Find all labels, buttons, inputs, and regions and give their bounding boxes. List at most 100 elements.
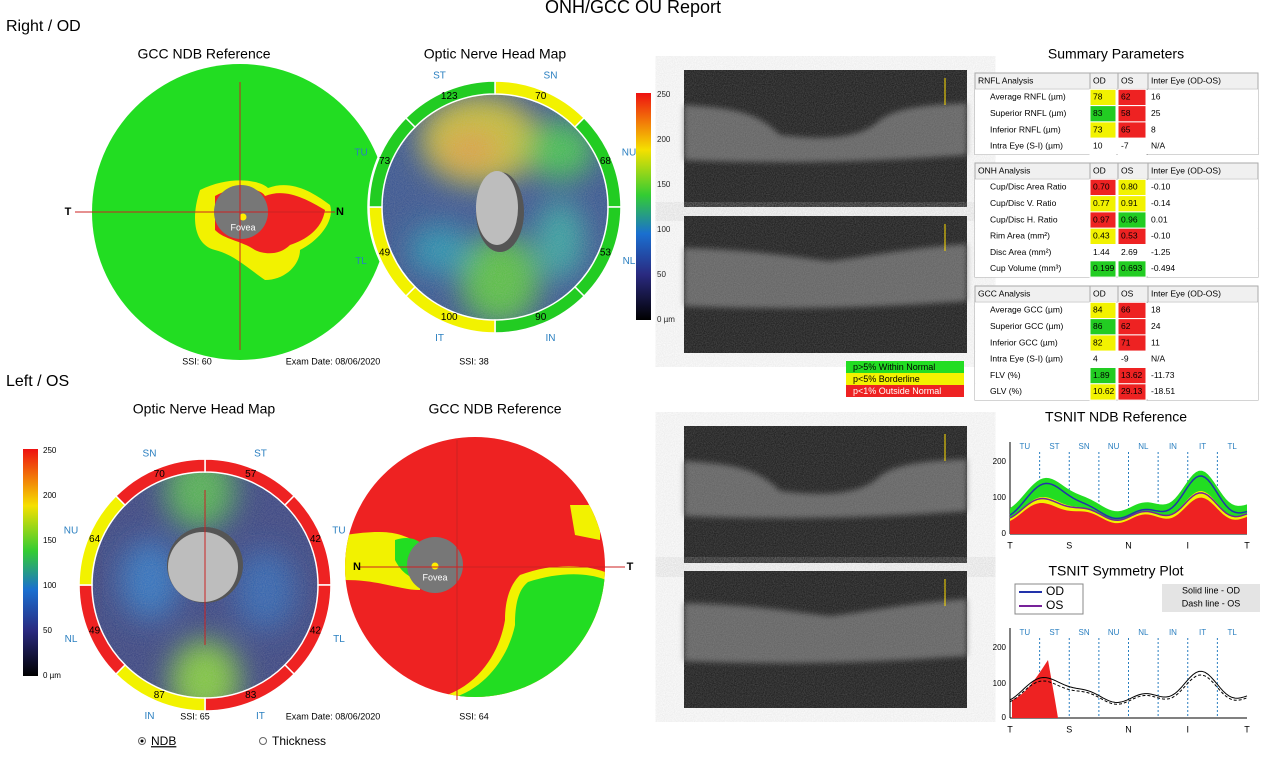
- sector-value: 83: [245, 690, 257, 701]
- cell-text: -11.73: [1151, 370, 1175, 380]
- radio-label[interactable]: Thickness: [272, 734, 326, 748]
- header-text: OD: [1093, 165, 1106, 175]
- cell-text: 11: [1151, 337, 1160, 347]
- cell: [1117, 383, 1147, 401]
- cell: [1117, 137, 1147, 155]
- cell: [1148, 383, 1258, 401]
- x-label: T: [1007, 724, 1013, 734]
- cell: [1148, 138, 1258, 155]
- cell-text: 0.43: [1093, 231, 1110, 241]
- sector-name: IN: [145, 711, 155, 722]
- sector-name: NU: [622, 147, 636, 158]
- cell-text: 58: [1121, 108, 1131, 118]
- exam-date: Exam Date: 08/06/2020: [286, 356, 381, 366]
- cell: [1148, 351, 1258, 368]
- asymmetry-area: [1012, 660, 1058, 718]
- legend-label: OD: [1046, 584, 1064, 598]
- cell-text: 13.62: [1121, 370, 1143, 380]
- x-label: T: [1007, 540, 1013, 550]
- cell-text: 10.62: [1093, 386, 1115, 396]
- cell: [975, 138, 1090, 155]
- sector-name: SN: [544, 70, 558, 81]
- cell-text: 0.80: [1121, 182, 1138, 192]
- cell-text: 24: [1151, 321, 1161, 331]
- header-text: OS: [1121, 75, 1134, 85]
- colorbar-label: 0 µm: [657, 315, 675, 324]
- cell-text: -0.494: [1151, 263, 1175, 273]
- y-tick-label: 200: [993, 643, 1007, 652]
- ring-border: [367, 79, 623, 335]
- cell: [975, 383, 1090, 401]
- cell-text: Superior GCC (µm): [990, 321, 1064, 331]
- cell-text: 2.69: [1121, 247, 1138, 257]
- legend-box: [1014, 583, 1084, 615]
- sector-label: NL: [1138, 628, 1149, 637]
- cell: [1089, 383, 1117, 401]
- cell: [1148, 89, 1258, 106]
- cell-text: 84: [1093, 305, 1103, 315]
- sector-value: 42: [310, 534, 322, 545]
- header-text: RNFL Analysis: [978, 75, 1033, 85]
- header-text: OS: [1121, 288, 1134, 298]
- cell-text: 86: [1093, 321, 1103, 331]
- cell-text: 18: [1151, 305, 1161, 315]
- sector-value: 49: [89, 625, 101, 636]
- sector-name: IT: [435, 333, 444, 344]
- radio-label[interactable]: NDB: [151, 734, 176, 748]
- sector-label: SN: [1079, 628, 1090, 637]
- cell: [1148, 105, 1258, 122]
- cell-text: 65: [1121, 124, 1131, 134]
- cell: [1148, 318, 1258, 335]
- cell-text: 0.70: [1093, 182, 1110, 192]
- od-curve: [1009, 475, 1248, 520]
- sector-value: 70: [154, 469, 166, 480]
- x-label: T: [1244, 540, 1250, 550]
- cell-text: -1.25: [1151, 247, 1171, 257]
- cell-text: 66: [1121, 305, 1131, 315]
- sector-value: 49: [379, 247, 391, 258]
- cell-text: Rim Area (mm²): [990, 231, 1050, 241]
- summary-title: Summary Parameters: [1048, 46, 1184, 62]
- colorbar-label: 150: [43, 536, 57, 545]
- sector-value: 53: [600, 247, 612, 258]
- cell-text: 10: [1093, 141, 1103, 151]
- colorbar-label: 50: [43, 626, 52, 635]
- x-label: N: [1125, 724, 1132, 734]
- cell-text: -7: [1121, 141, 1129, 151]
- note-text: Dash line - OS: [1182, 598, 1241, 608]
- cell-text: 62: [1121, 92, 1131, 102]
- colorbar-label: 250: [43, 446, 57, 455]
- cell: [975, 260, 1090, 278]
- cell-text: 0.01: [1151, 214, 1168, 224]
- cell: [1148, 195, 1258, 212]
- cell-text: 25: [1151, 108, 1161, 118]
- radio-ndb[interactable]: NDB: [138, 734, 177, 748]
- cell-text: Disc Area (mm²): [990, 247, 1052, 257]
- cell: [975, 228, 1090, 245]
- cell-text: -0.10: [1151, 182, 1171, 192]
- sector: [114, 458, 206, 507]
- map-title: Optic Nerve Head Map: [424, 46, 567, 62]
- cell-text: Superior RNFL (µm): [990, 108, 1067, 118]
- ssi: SSI: 38: [459, 356, 489, 366]
- x-label: N: [1125, 540, 1132, 550]
- optic-disc: [168, 532, 238, 602]
- cell-text: 4: [1093, 354, 1098, 364]
- sector-label: NU: [1108, 442, 1120, 451]
- eye-label: Left / OS: [6, 373, 69, 390]
- radio-thickness[interactable]: Thickness: [259, 734, 327, 748]
- sector-ring: 70 SN 68 NU 53 NL 90 IN 100 IT 49 TL 73 TU 123 ST: [354, 70, 636, 343]
- sector: [404, 80, 496, 129]
- sector-value: 64: [89, 534, 101, 545]
- cell: [1148, 260, 1258, 278]
- legend-label: OS: [1046, 598, 1063, 612]
- cell: [975, 351, 1090, 368]
- cell: [1148, 121, 1258, 139]
- ssi: SSI: 65: [180, 711, 210, 721]
- note-text: Solid line - OD: [1182, 585, 1241, 595]
- sector-name: NL: [65, 634, 78, 645]
- cell: [1148, 211, 1258, 229]
- cell: [975, 89, 1090, 106]
- colorbar: [23, 449, 38, 676]
